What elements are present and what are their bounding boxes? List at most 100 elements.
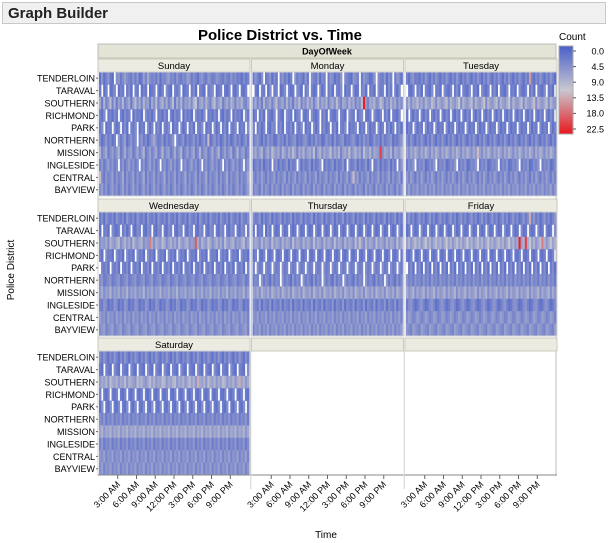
heat-cell <box>236 146 239 160</box>
heat-cell <box>279 249 283 262</box>
heat-cell <box>186 286 189 300</box>
heat-cell <box>161 171 164 184</box>
heat-cell <box>485 311 488 324</box>
heat-cell <box>497 183 501 197</box>
heat-cell <box>153 311 156 324</box>
heat-cell <box>319 183 322 197</box>
heat-cell <box>539 224 542 238</box>
heat-cell <box>196 425 200 439</box>
heat-cell <box>346 236 349 250</box>
heat-cell <box>539 286 542 300</box>
heat-cell <box>497 134 501 147</box>
heat-cell <box>176 261 179 275</box>
heat-cell <box>491 274 494 287</box>
heat-cell <box>196 109 200 122</box>
heat-cell <box>447 311 451 324</box>
heat-cell <box>155 388 158 401</box>
heat-cell <box>163 363 167 377</box>
heat-cell <box>283 224 287 238</box>
heat-cell <box>510 183 513 197</box>
heat-cell <box>501 146 505 160</box>
heat-cell <box>142 72 146 85</box>
heat-cell <box>535 171 538 184</box>
heat-cell <box>304 158 308 172</box>
heat-cell <box>201 171 204 184</box>
heat-cell <box>539 72 542 85</box>
heat-cell <box>203 323 206 337</box>
heat-cell <box>240 274 244 287</box>
heat-cell <box>453 158 457 172</box>
heat-cell <box>99 224 102 238</box>
heat-cell <box>119 274 123 287</box>
heat-cell <box>514 72 517 85</box>
heat-cell <box>362 236 366 250</box>
heat-cell <box>422 171 426 184</box>
heat-cell <box>273 236 276 250</box>
heat-cell <box>495 261 499 275</box>
heat-cell <box>209 183 212 197</box>
heat-cell <box>520 84 524 98</box>
heat-cell <box>159 311 162 324</box>
heat-cell <box>428 84 432 98</box>
heat-cell <box>522 298 526 312</box>
heat-cell <box>516 109 519 122</box>
heat-cell <box>238 363 242 377</box>
heat-cell <box>213 351 217 364</box>
heat-cell <box>99 425 102 439</box>
heat-cell <box>142 400 146 414</box>
heat-cell <box>398 224 401 238</box>
heat-cell <box>203 146 206 160</box>
heat-cell <box>379 286 383 300</box>
heat-cell <box>439 146 442 160</box>
heat-cell <box>205 351 208 364</box>
heat-cell <box>472 286 476 300</box>
heat-cell <box>428 121 432 135</box>
heat-cell <box>149 224 152 238</box>
heat-cell <box>298 183 301 197</box>
heat-cell <box>174 450 177 463</box>
heat-cell <box>124 450 127 463</box>
heat-cell <box>358 96 362 110</box>
heat-cell <box>304 121 308 135</box>
heat-cell <box>107 109 110 122</box>
heat-cell <box>142 212 146 225</box>
heat-cell <box>165 400 169 414</box>
heat-cell <box>292 183 295 197</box>
heat-cell <box>549 249 553 262</box>
heat-cell <box>285 261 289 275</box>
heat-cell <box>107 146 110 160</box>
heat-cell <box>537 261 540 275</box>
heat-cell <box>240 375 244 389</box>
heat-cell <box>142 298 146 312</box>
heat-cell <box>445 212 449 225</box>
heat-cell <box>111 212 114 225</box>
heat-cell <box>161 236 164 250</box>
heat-cell <box>453 109 457 122</box>
heat-cell <box>275 146 278 160</box>
heat-cell <box>506 134 509 147</box>
heat-cell <box>420 261 424 275</box>
heat-cell <box>126 171 129 184</box>
heat-cell <box>113 363 117 377</box>
heat-cell <box>144 450 148 463</box>
heat-cell <box>242 298 246 312</box>
heat-cell <box>211 261 214 275</box>
heat-cell <box>503 236 507 250</box>
district-label: TENDERLOIN <box>37 353 95 363</box>
heat-cell <box>416 96 419 110</box>
heat-cell <box>445 261 449 275</box>
heat-cell <box>234 109 237 122</box>
heat-cell <box>121 109 125 122</box>
heat-cell <box>232 311 235 324</box>
heat-cell <box>157 96 160 110</box>
heat-cell <box>157 146 160 160</box>
heat-cell <box>537 274 540 287</box>
heat-cell <box>130 212 133 225</box>
heat-cell <box>287 84 291 98</box>
heat-cell <box>285 158 289 172</box>
heat-cell <box>244 249 248 262</box>
heat-cell <box>199 121 202 135</box>
heat-cell <box>501 212 505 225</box>
heat-cell <box>510 311 513 324</box>
heat-cell <box>451 171 455 184</box>
